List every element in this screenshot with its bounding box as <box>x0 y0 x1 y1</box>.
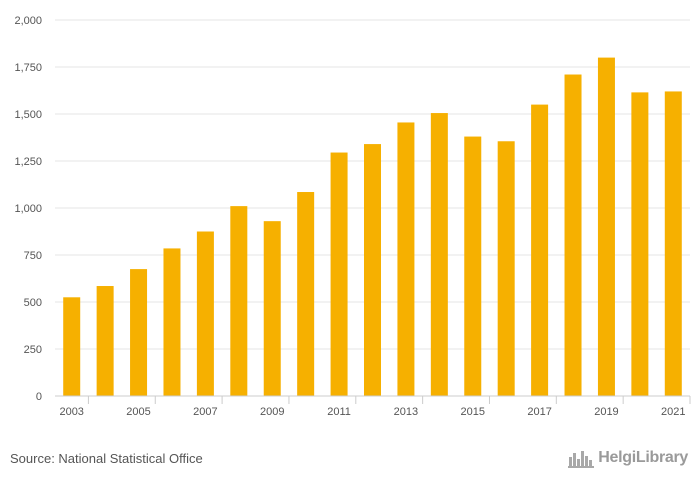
x-tick-label: 2021 <box>661 406 685 418</box>
chart-area: 0 250 500 750 1,000 1,250 1,500 1,750 2,000 2003 2… <box>14 15 691 418</box>
bar-chart: 0 250 500 750 1,000 1,250 1,500 1,750 2,000 2003 2… <box>14 15 691 418</box>
y-tick-label: 250 <box>24 344 42 356</box>
x-tick-label: 2005 <box>126 406 150 418</box>
city-skyline-icon <box>568 451 595 468</box>
bar-2012 <box>364 144 381 396</box>
x-tick-label: 2009 <box>260 406 284 418</box>
bar-2007 <box>196 231 214 396</box>
brand-logo[interactable]: HelgiLibrary <box>568 448 688 468</box>
x-tick-label: 2015 <box>461 406 485 418</box>
x-tick-label: 2019 <box>594 406 618 418</box>
bar-2020 <box>631 92 649 396</box>
x-tick-label: 2017 <box>527 406 551 418</box>
bar-2013 <box>397 122 415 397</box>
x-tick-label: 2011 <box>327 406 351 418</box>
y-tick-label: 1,250 <box>14 156 42 168</box>
y-tick-label: 1,750 <box>14 62 42 74</box>
bar-2009 <box>263 221 281 396</box>
bar-2006 <box>163 248 181 396</box>
bar-2016 <box>497 141 515 396</box>
bar-2015 <box>464 136 482 396</box>
footer: Source: National Statistical Office Helg… <box>0 440 700 483</box>
y-tick-label: 1,500 <box>14 109 42 121</box>
bar-2008 <box>230 206 248 396</box>
bar-2010 <box>297 192 315 396</box>
bar-2021 <box>664 91 682 396</box>
y-tick-label: 0 <box>36 391 42 403</box>
brand-name: HelgiLibrary <box>598 449 688 466</box>
source-note: Source: National Statistical Office <box>10 451 203 466</box>
y-tick-label: 500 <box>24 297 42 309</box>
bar-2019 <box>597 57 615 396</box>
bar-2005 <box>130 269 148 396</box>
bar-2011 <box>330 152 348 396</box>
bar-2018 <box>564 74 582 397</box>
bar-2014 <box>430 113 448 396</box>
x-tick-label: 2007 <box>193 406 217 418</box>
x-tick-label: 2013 <box>394 406 418 418</box>
y-tick-label: 2,000 <box>14 15 42 27</box>
y-tick-label: 1,000 <box>14 203 42 215</box>
bar-2003 <box>63 297 81 396</box>
bar-2004 <box>96 286 114 396</box>
x-tick-label: 2003 <box>59 406 83 418</box>
y-tick-label: 750 <box>24 250 42 262</box>
bar-2017 <box>531 104 549 396</box>
